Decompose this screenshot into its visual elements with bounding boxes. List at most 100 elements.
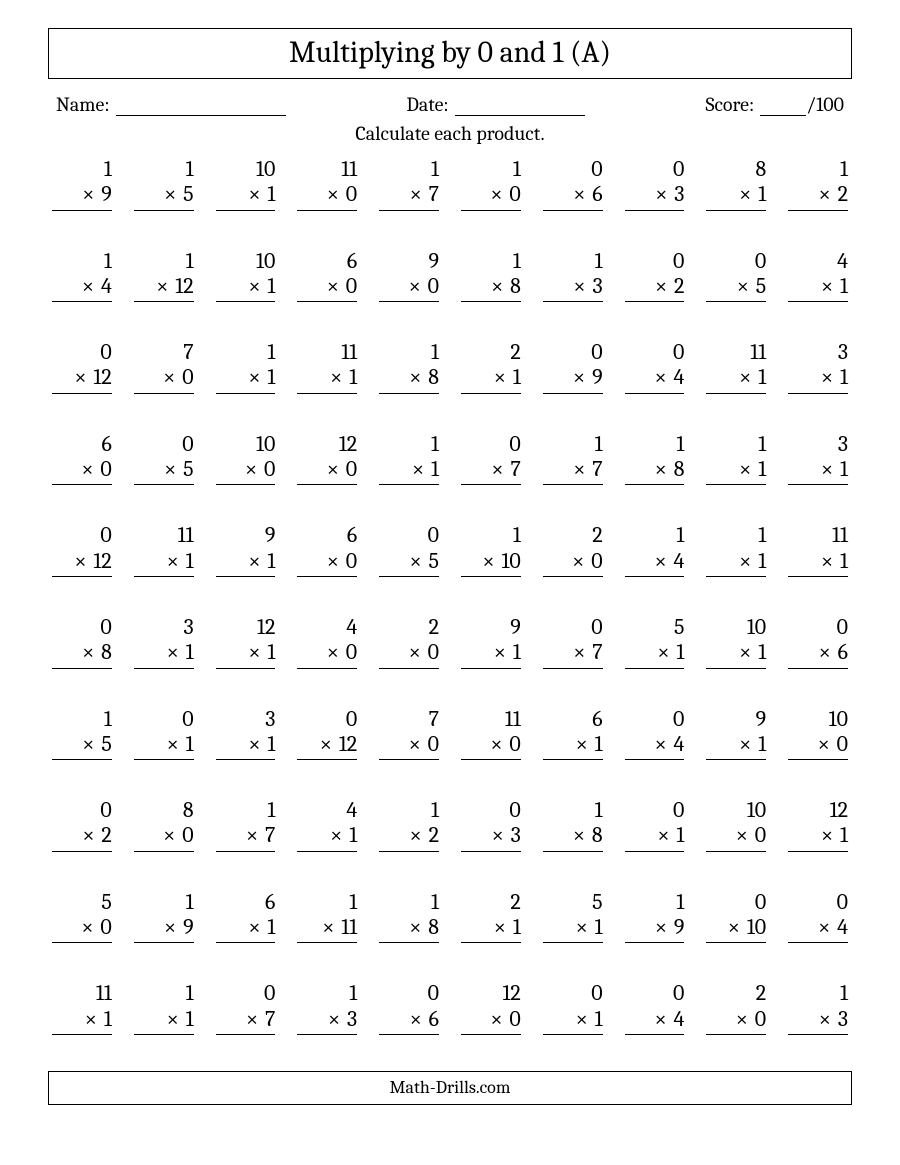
problem: 3× 1 (216, 707, 276, 761)
multiplicand: 1 (461, 523, 521, 548)
multiplier: 5 (424, 548, 439, 574)
times-icon: × (821, 822, 835, 848)
multiplier-row: × 0 (461, 182, 521, 210)
multiplier: 0 (177, 364, 193, 390)
multiplier-row: × 1 (706, 182, 766, 210)
multiplier-row: × 1 (543, 915, 603, 943)
times-icon: × (245, 456, 259, 482)
problem: 1× 8 (543, 798, 603, 852)
multiplicand: 3 (788, 340, 848, 365)
problem: 1× 2 (379, 798, 439, 852)
multiplicand: 4 (297, 615, 357, 640)
times-icon: × (576, 731, 590, 757)
multiplicand: 6 (52, 432, 112, 457)
multiplicand: 0 (625, 981, 685, 1006)
multiplicand: 0 (543, 157, 603, 182)
problem: 10× 1 (216, 249, 276, 303)
multiplier-row: × 9 (625, 915, 685, 943)
times-icon: × (655, 548, 669, 574)
multiplicand: 11 (52, 981, 112, 1006)
multiplicand: 1 (134, 157, 194, 182)
multiplicand: 0 (625, 249, 685, 274)
problem: 12× 1 (216, 615, 276, 669)
times-icon: × (248, 639, 262, 665)
multiplier: 9 (96, 181, 111, 207)
multiplicand: 0 (625, 798, 685, 823)
multiplier: 0 (341, 181, 357, 207)
multiplicand: 10 (788, 707, 848, 732)
multiplier: 0 (341, 639, 357, 665)
multiplier: 4 (669, 1006, 685, 1032)
multiplicand: 1 (788, 981, 848, 1006)
times-icon: × (482, 548, 496, 574)
problem: 2× 0 (706, 981, 766, 1035)
multiplicand: 0 (52, 523, 112, 548)
multiplier-row: × 7 (216, 823, 276, 851)
problem: 9× 0 (379, 249, 439, 303)
problem: 7× 0 (379, 707, 439, 761)
multiplier: 1 (672, 822, 685, 848)
times-icon: × (821, 273, 835, 299)
times-icon: × (327, 548, 341, 574)
times-icon: × (410, 181, 424, 207)
multiplier: 4 (832, 914, 848, 940)
multiplier: 1 (181, 639, 194, 665)
multiplier: 1 (263, 731, 276, 757)
date-blank[interactable] (455, 96, 585, 116)
multiplier: 3 (506, 822, 521, 848)
times-icon: × (736, 1006, 750, 1032)
multiplier-row: × 1 (706, 732, 766, 760)
multiplier: 0 (259, 456, 275, 482)
problem: 5× 1 (543, 890, 603, 944)
multiplier: 1 (590, 731, 603, 757)
name-field: Name: (56, 93, 286, 116)
multiplicand: 9 (216, 523, 276, 548)
multiplier: 0 (505, 1006, 521, 1032)
problem: 1× 4 (52, 249, 112, 303)
multiplier-row: × 2 (788, 182, 848, 210)
multiplier: 8 (669, 456, 685, 482)
problem: 1× 7 (543, 432, 603, 486)
multiplier: 1 (344, 364, 357, 390)
score-blank[interactable] (760, 96, 806, 116)
multiplier-row: × 0 (134, 365, 194, 393)
multiplicand: 0 (216, 981, 276, 1006)
multiplier: 1 (263, 273, 276, 299)
multiplier-row: × 9 (52, 182, 112, 210)
multiplier: 0 (341, 273, 357, 299)
multiplier: 3 (669, 181, 684, 207)
multiplier: 0 (423, 731, 439, 757)
times-icon: × (818, 731, 832, 757)
problem: 0× 5 (379, 523, 439, 577)
problem: 5× 0 (52, 890, 112, 944)
times-icon: × (81, 456, 95, 482)
times-icon: × (82, 181, 96, 207)
multiplier-row: × 7 (543, 640, 603, 668)
multiplier: 2 (833, 181, 848, 207)
multiplier-row: × 8 (379, 365, 439, 393)
times-icon: × (412, 456, 426, 482)
problem: 3× 1 (788, 432, 848, 486)
multiplier-row: × 1 (134, 1007, 194, 1035)
problem: 4× 0 (297, 615, 357, 669)
times-icon: × (573, 822, 587, 848)
problem: 0× 12 (52, 523, 112, 577)
name-blank[interactable] (116, 96, 286, 116)
multiplier-row: × 5 (379, 549, 439, 577)
times-icon: × (739, 639, 753, 665)
times-icon: × (410, 1006, 424, 1032)
multiplicand: 1 (379, 340, 439, 365)
times-icon: × (248, 731, 262, 757)
multiplier: 0 (177, 822, 193, 848)
multiplier: 1 (181, 1006, 194, 1032)
problem: 0× 10 (706, 890, 766, 944)
multiplier: 7 (260, 1006, 275, 1032)
multiplicand: 11 (297, 340, 357, 365)
times-icon: × (819, 181, 833, 207)
multiplier-row: × 5 (134, 182, 194, 210)
times-icon: × (739, 731, 753, 757)
multiplicand: 1 (52, 707, 112, 732)
times-icon: × (246, 1006, 260, 1032)
problem: 8× 0 (134, 798, 194, 852)
multiplier-row: × 0 (461, 732, 521, 760)
